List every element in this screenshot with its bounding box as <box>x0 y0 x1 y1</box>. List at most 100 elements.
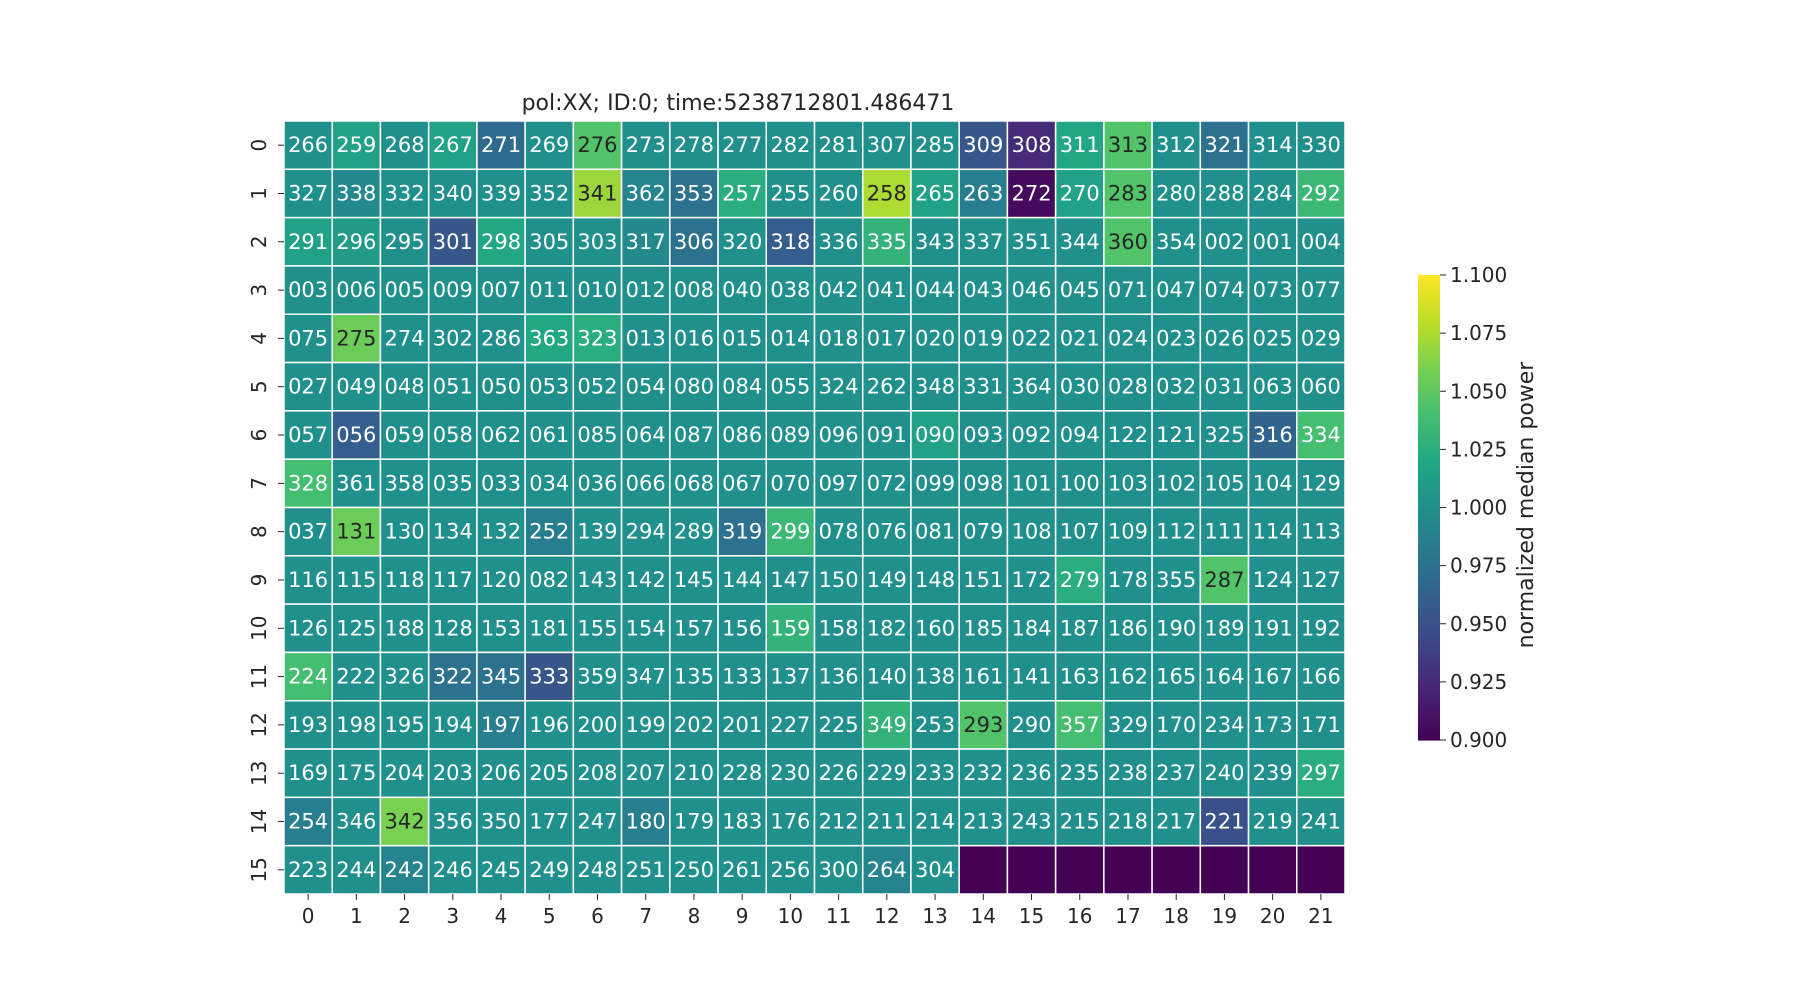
cell-annotation: 279 <box>1060 568 1100 592</box>
heatmap-cell <box>1199 796 1250 847</box>
heatmap-cell <box>283 216 333 267</box>
heatmap-cell <box>476 168 526 219</box>
cell-annotation: 198 <box>336 713 376 737</box>
cell-annotation: 278 <box>674 133 714 157</box>
heatmap-cell <box>572 265 623 315</box>
cell-annotation: 332 <box>385 181 425 205</box>
colorbar-segment <box>1418 383 1440 388</box>
heatmap-cell <box>524 603 575 654</box>
heatmap-cell <box>813 361 864 412</box>
colorbar-segment <box>1418 712 1440 718</box>
cell-annotation: 184 <box>1011 616 1051 640</box>
cell-annotation: 242 <box>385 858 425 882</box>
cell-annotation: 140 <box>867 665 907 689</box>
cell-annotation: 336 <box>819 230 859 254</box>
heatmap-cell <box>1247 555 1298 605</box>
y-tick-label: 13 <box>247 760 271 785</box>
heatmap-cell <box>1296 458 1346 509</box>
cell-annotation: 078 <box>819 520 859 544</box>
x-tick-label: 9 <box>736 904 749 928</box>
colorbar-segment <box>1418 329 1440 334</box>
colorbar-segment <box>1418 476 1440 481</box>
cell-annotation: 334 <box>1301 423 1341 447</box>
cell-annotation: 222 <box>336 665 376 689</box>
heatmap-cell <box>1296 748 1346 799</box>
heatmap-cell <box>476 748 526 799</box>
heatmap-cell <box>958 313 1009 364</box>
heatmap-cell <box>669 168 719 219</box>
cell-annotation: 359 <box>577 665 617 689</box>
cell-annotation: 038 <box>770 278 810 302</box>
cell-annotation: 175 <box>336 761 376 785</box>
cell-annotation: 042 <box>819 278 859 302</box>
heatmap-cell <box>910 603 960 654</box>
cell-annotation: 043 <box>963 278 1003 302</box>
heatmap-cell <box>1247 700 1298 750</box>
cell-annotation: 020 <box>915 326 955 350</box>
heatmap-cell <box>1151 603 1202 654</box>
cell-annotation: 217 <box>1156 810 1196 834</box>
cell-annotation: 098 <box>963 471 1003 495</box>
heatmap-cell <box>813 603 864 654</box>
cell-annotation: 282 <box>770 133 810 157</box>
cell-annotation: 116 <box>288 568 328 592</box>
cell-annotation: 132 <box>481 520 521 544</box>
heatmap-cell <box>813 120 864 171</box>
colorbar-segment <box>1418 275 1440 280</box>
cell-annotation: 263 <box>963 181 1003 205</box>
cell-annotation: 342 <box>385 810 425 834</box>
heatmap-cell <box>1151 555 1202 605</box>
heatmap-cell <box>1151 844 1202 895</box>
colorbar-tick-label: 0.925 <box>1450 670 1507 694</box>
heatmap-cell <box>958 796 1009 847</box>
cell-annotation: 021 <box>1060 326 1100 350</box>
cell-annotation: 047 <box>1156 278 1196 302</box>
cell-annotation: 268 <box>385 133 425 157</box>
cell-annotation: 288 <box>1204 181 1244 205</box>
heatmap-cell <box>572 651 623 702</box>
cell-annotation: 124 <box>1253 568 1293 592</box>
heatmap-cell <box>1247 361 1298 412</box>
heatmap-cell <box>1296 555 1346 605</box>
heatmap-cell <box>910 700 960 750</box>
heatmap-cell <box>1006 120 1057 171</box>
colorbar-segment <box>1418 426 1440 431</box>
cell-annotation: 016 <box>674 326 714 350</box>
colorbar-segment <box>1418 577 1440 582</box>
cell-annotation: 158 <box>819 616 859 640</box>
cell-annotation: 322 <box>433 665 473 689</box>
colorbar-segment <box>1418 600 1440 605</box>
x-tick-label: 0 <box>302 904 315 928</box>
heatmap-cell <box>1296 120 1346 171</box>
colorbar-segment <box>1418 507 1440 512</box>
cell-annotation: 162 <box>1108 665 1148 689</box>
cell-annotation: 040 <box>722 278 762 302</box>
cell-annotation: 075 <box>288 326 328 350</box>
cell-annotation: 161 <box>963 665 1003 689</box>
colorbar-segment <box>1418 581 1440 586</box>
cell-annotation: 027 <box>288 375 328 399</box>
cell-annotation: 345 <box>481 665 521 689</box>
cell-annotation: 323 <box>577 326 617 350</box>
colorbar-segment <box>1418 689 1440 695</box>
heatmap-cell <box>524 361 575 412</box>
heatmap-cell <box>427 796 478 847</box>
x-tick-label: 18 <box>1163 904 1188 928</box>
heatmap-cell <box>1247 265 1298 315</box>
heatmap-cell <box>1103 410 1153 460</box>
cell-annotation: 355 <box>1156 568 1196 592</box>
cell-annotation: 163 <box>1060 665 1100 689</box>
heatmap-cell <box>958 410 1009 460</box>
cell-annotation: 276 <box>577 133 617 157</box>
cell-annotation: 008 <box>674 278 714 302</box>
cell-annotation: 363 <box>529 326 569 350</box>
colorbar-segment <box>1418 286 1440 292</box>
heatmap-cell <box>1151 796 1202 847</box>
cell-annotation: 180 <box>626 810 666 834</box>
heatmap-cell <box>958 168 1009 219</box>
heatmap-cell <box>765 313 816 364</box>
cell-annotation: 103 <box>1108 471 1148 495</box>
cell-annotation: 071 <box>1108 278 1148 302</box>
cell-annotation: 224 <box>288 665 328 689</box>
cell-annotation: 328 <box>288 471 328 495</box>
